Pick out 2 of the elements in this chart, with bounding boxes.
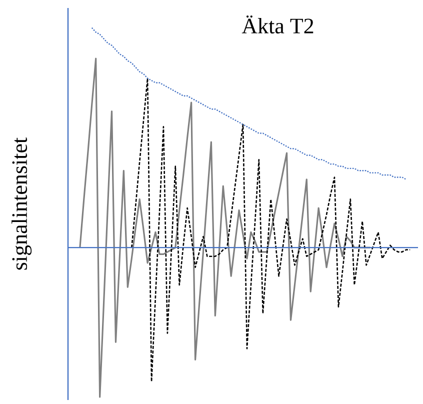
chart-title: Äkta T2	[242, 15, 314, 34]
y-axis-title: signalintensitet	[12, 137, 32, 270]
